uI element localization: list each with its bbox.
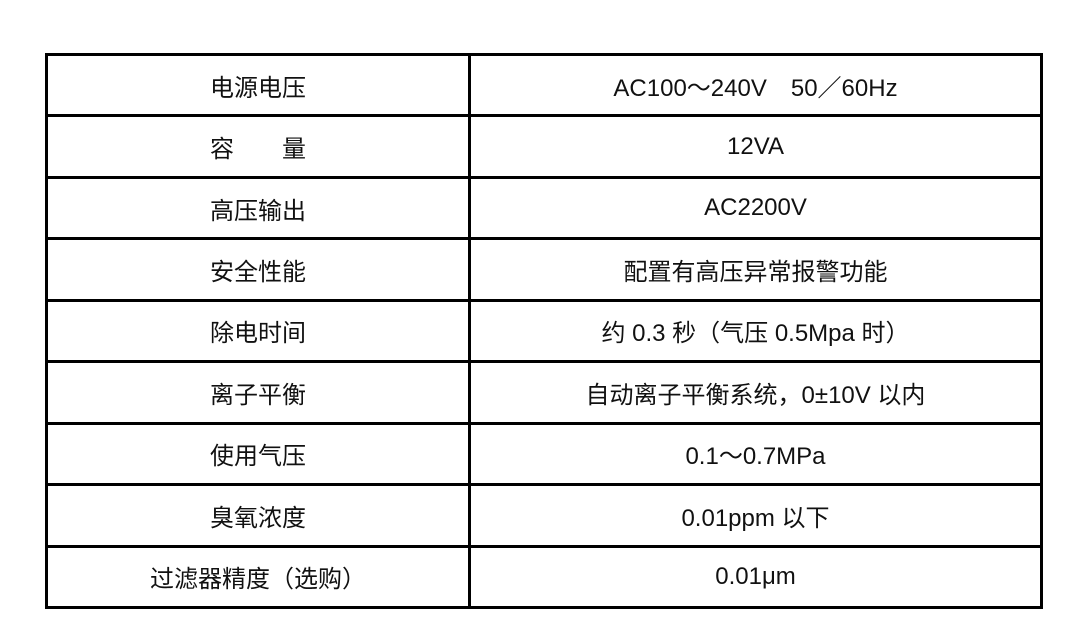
spec-value: 自动离子平衡系统，0±10V 以内 (468, 360, 1043, 425)
spec-value: 0.01μm (468, 544, 1043, 609)
spec-value: 约 0.3 秒（气压 0.5Mpa 时） (468, 298, 1043, 364)
spec-table: 电源电压 AC100～240V 50／60Hz 容 量 12VA 高压输出 AC2200V… (45, 52, 1043, 609)
table-row: 臭氧浓度 0.01ppm 以下 (45, 483, 1043, 548)
spec-label: 安全性能 (45, 237, 471, 302)
spec-label: 过滤器精度（选购） (45, 544, 471, 609)
table-row: 电源电压 AC100～240V 50／60Hz (45, 52, 1043, 118)
spec-value: 0.1～0.7MPa (468, 421, 1043, 487)
spec-label: 离子平衡 (45, 360, 471, 425)
spec-value: 12VA (468, 114, 1043, 179)
table-row: 容 量 12VA (45, 114, 1043, 179)
spec-value: 配置有高压异常报警功能 (468, 237, 1043, 302)
spec-label: 电源电压 (45, 52, 471, 118)
spec-label: 容 量 (45, 114, 471, 179)
table-row: 使用气压 0.1～0.7MPa (45, 421, 1043, 487)
spec-value: AC100～240V 50／60Hz (468, 52, 1043, 118)
spec-value: AC2200V (468, 175, 1043, 241)
spec-label: 使用气压 (45, 421, 471, 487)
table-row: 高压输出 AC2200V (45, 175, 1043, 241)
spec-label: 除电时间 (45, 298, 471, 364)
spec-value: 0.01ppm 以下 (468, 483, 1043, 548)
spec-table-body: 电源电压 AC100～240V 50／60Hz 容 量 12VA 高压输出 AC2200V… (45, 52, 1043, 609)
spec-label: 高压输出 (45, 175, 471, 241)
table-row: 过滤器精度（选购） 0.01μm (45, 544, 1043, 609)
table-row: 除电时间约 0.3 秒（气压 0.5Mpa 时） (45, 298, 1043, 364)
table-row: 安全性能 配置有高压异常报警功能 (45, 237, 1043, 302)
spec-label: 臭氧浓度 (45, 483, 471, 548)
table-row: 离子平衡 自动离子平衡系统，0±10V 以内 (45, 360, 1043, 425)
